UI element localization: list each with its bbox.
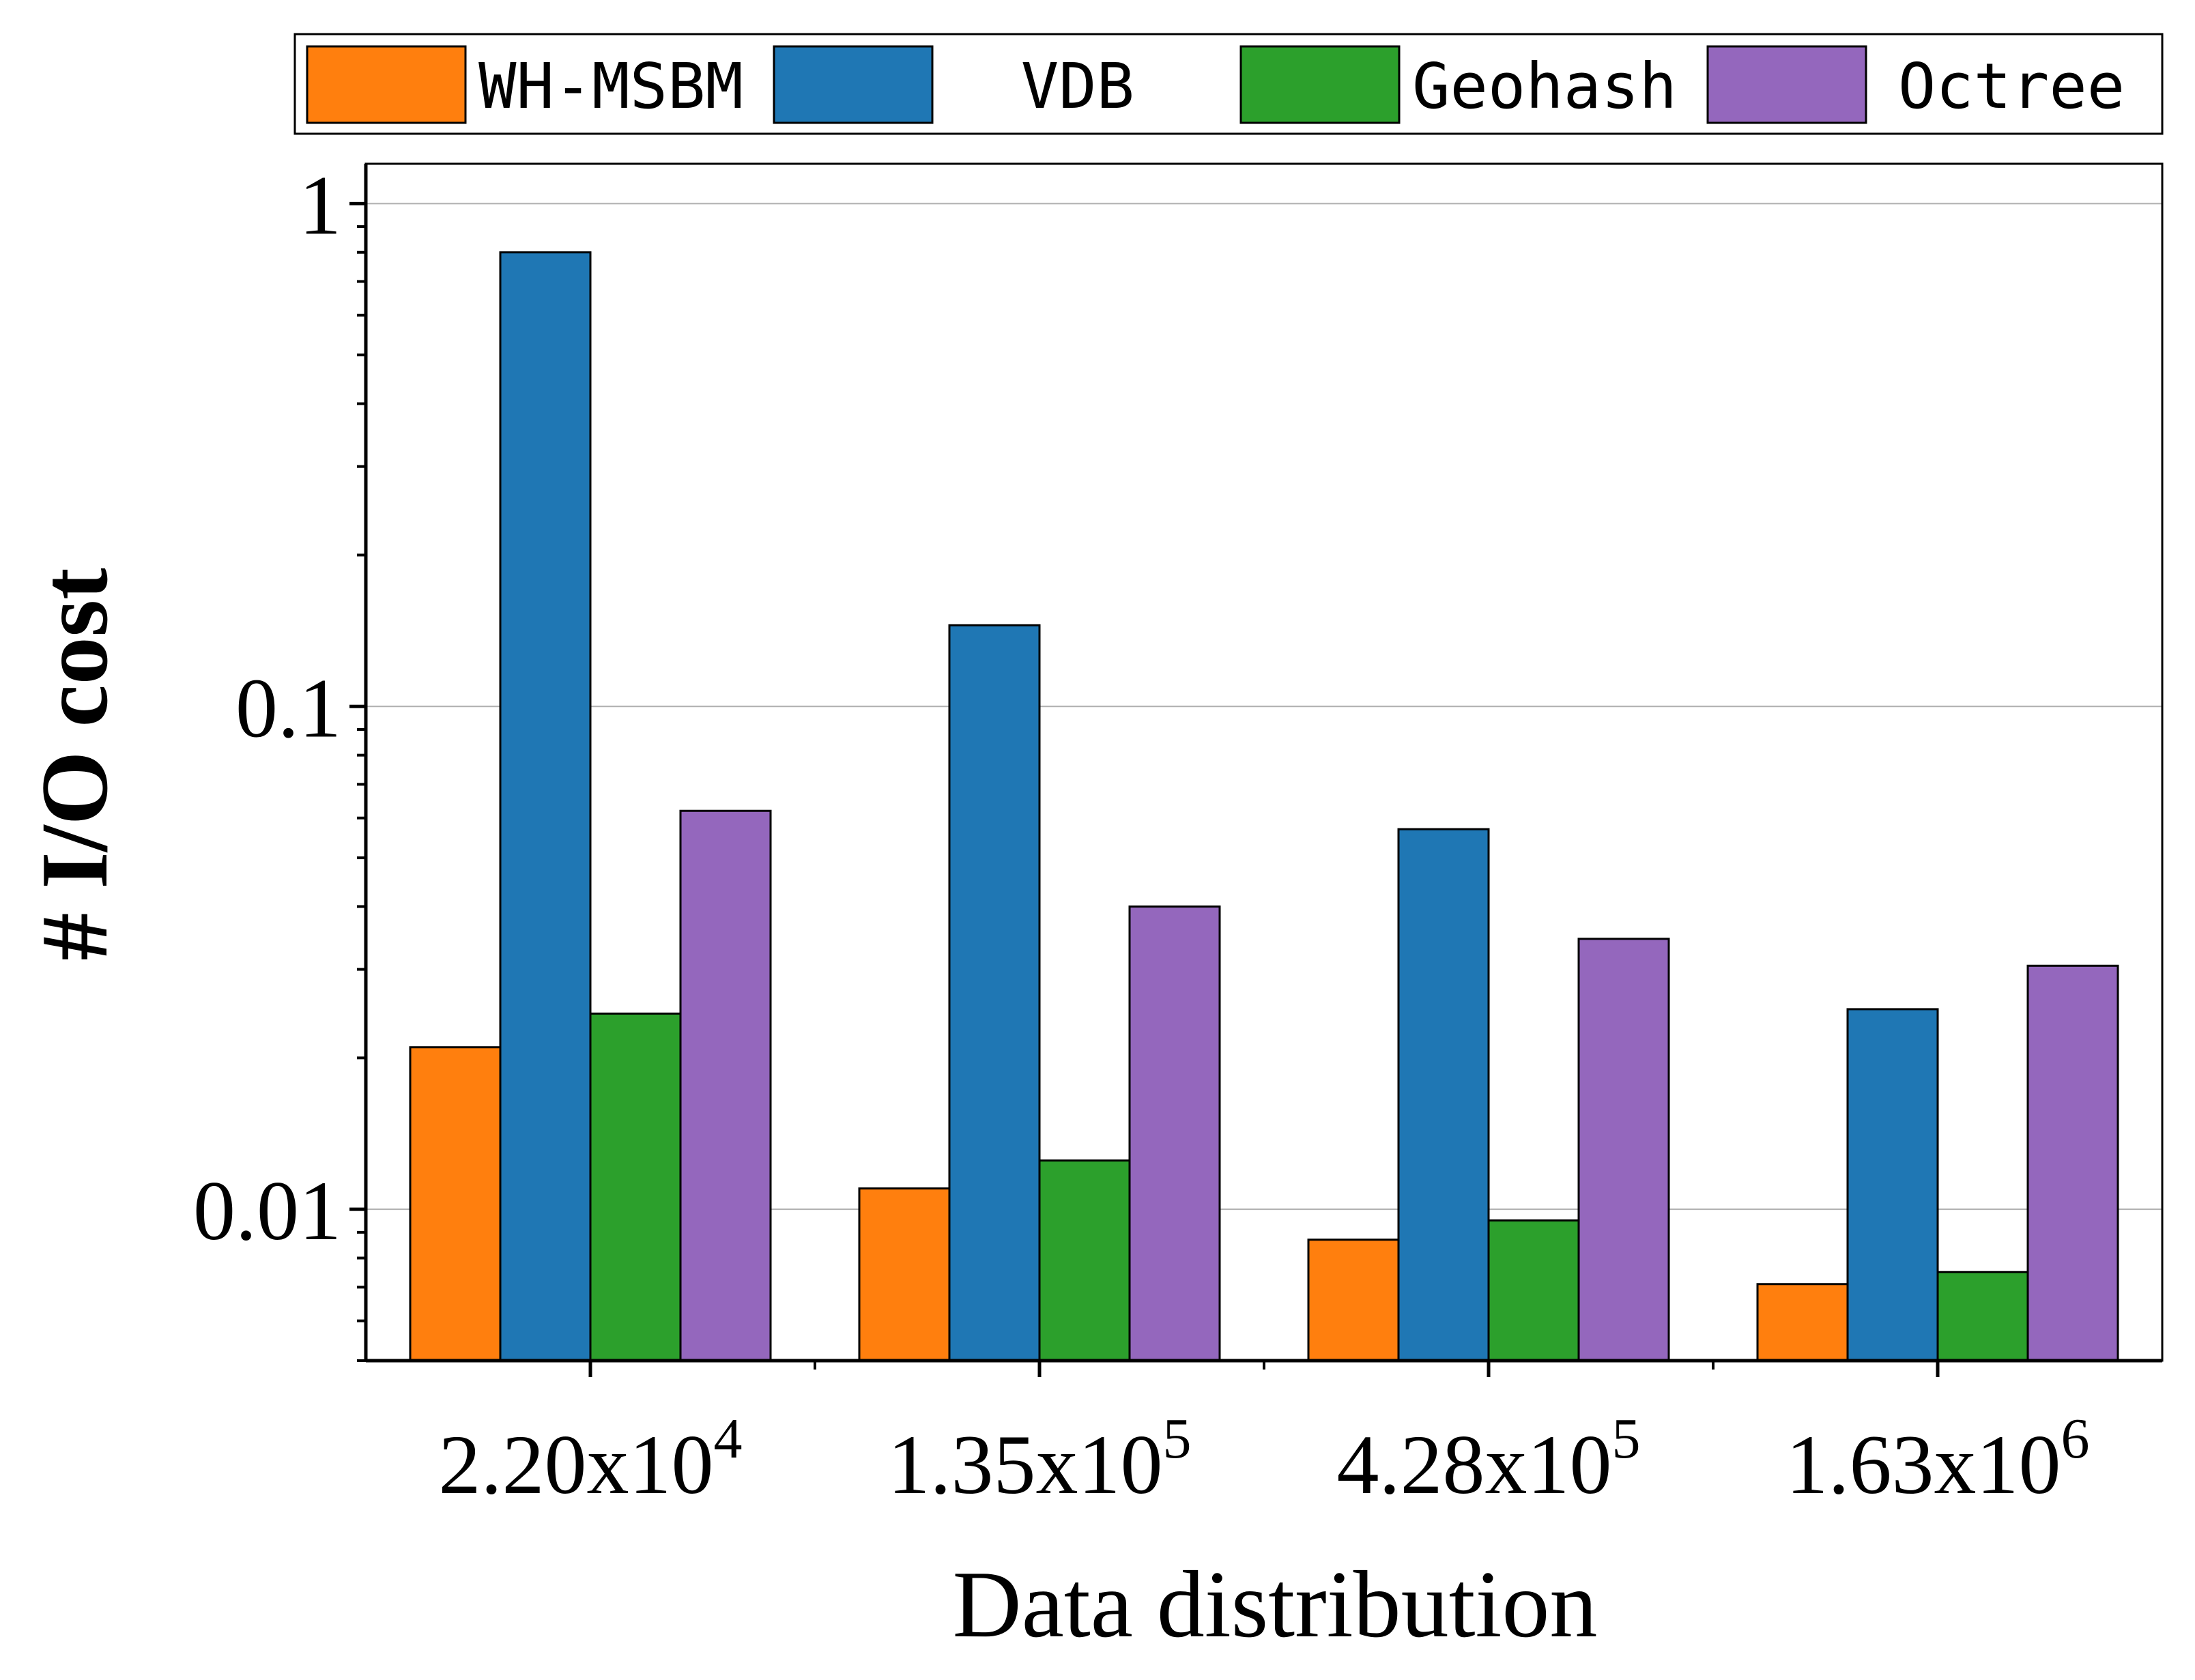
bar-vdb-2 xyxy=(1397,828,1490,1362)
legend-label-octree: Octree xyxy=(1898,50,2125,123)
bar-octree-0 xyxy=(679,809,772,1362)
bar-wh-msbm-0 xyxy=(409,1046,502,1362)
bars xyxy=(409,251,2119,1362)
ticks: 0.01 0.1 1 2.20x104 1.35x105 4.28x105 1.63x106 xyxy=(193,158,2090,1511)
legend-swatch-octree xyxy=(1706,45,1867,124)
bar-geohash-2 xyxy=(1487,1219,1580,1362)
x-tick-label: 1.63x106 xyxy=(1786,1407,2090,1511)
legend-swatch-wh-msbm xyxy=(306,45,467,124)
bar-geohash-1 xyxy=(1038,1159,1131,1362)
legend-label-vdb: VDB xyxy=(1021,50,1134,123)
legend: WH-MSBM VDB Geohash Octree xyxy=(293,33,2164,135)
y-axis-label: # I/O cost xyxy=(22,568,128,961)
y-tick-label: 1 xyxy=(299,158,341,252)
bar-vdb-3 xyxy=(1846,1008,1939,1362)
legend-label-wh-msbm: WH-MSBM xyxy=(478,50,743,123)
bar-geohash-0 xyxy=(589,1012,682,1362)
x-tick-label: 4.28x105 xyxy=(1337,1407,1641,1511)
y-tick-label: 0.01 xyxy=(193,1164,341,1258)
legend-label-geohash: Geohash xyxy=(1412,50,1677,123)
bar-vdb-0 xyxy=(499,251,592,1362)
x-tick-label: 2.20x104 xyxy=(439,1407,743,1511)
bar-wh-msbm-2 xyxy=(1307,1239,1400,1362)
legend-swatch-geohash xyxy=(1239,45,1401,124)
bar-wh-msbm-1 xyxy=(858,1187,951,1362)
x-tick-label: 1.35x105 xyxy=(888,1407,1192,1511)
y-tick-label: 0.1 xyxy=(235,661,341,755)
bar-geohash-3 xyxy=(1936,1271,2029,1362)
legend-swatch-vdb xyxy=(773,45,934,124)
bar-octree-1 xyxy=(1128,906,1221,1362)
bar-octree-3 xyxy=(2026,964,2119,1362)
bar-vdb-1 xyxy=(948,624,1041,1362)
x-axis-label: Data distribution xyxy=(953,1552,1598,1657)
bar-wh-msbm-3 xyxy=(1756,1283,1849,1362)
bar-octree-2 xyxy=(1577,938,1670,1362)
